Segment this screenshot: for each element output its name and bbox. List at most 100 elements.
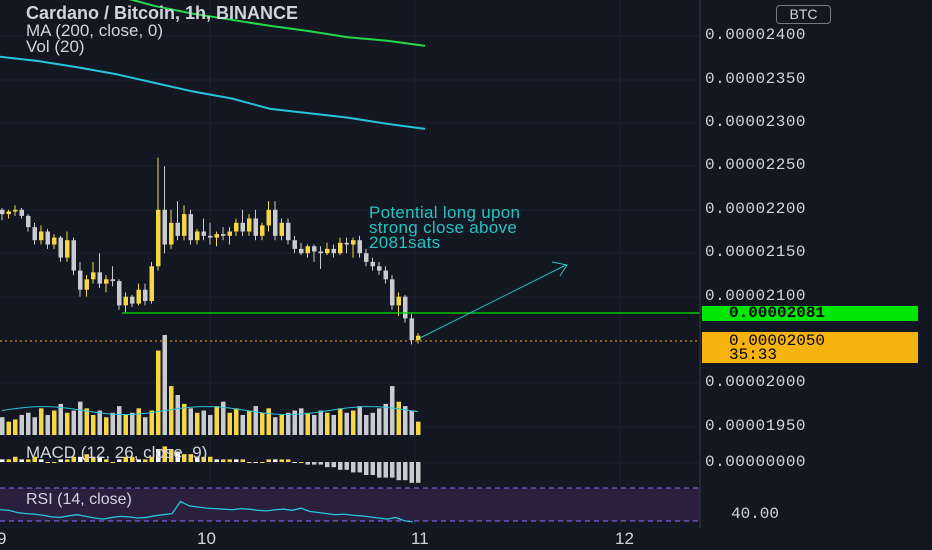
macd-bar	[143, 459, 148, 462]
volume-bar	[110, 412, 115, 435]
macd-bar	[266, 459, 271, 462]
volume-bar	[78, 401, 83, 435]
annotation-line-2: strong close above	[369, 218, 518, 237]
volume-bar	[169, 386, 174, 435]
candle-body	[71, 240, 76, 271]
macd-bar	[65, 459, 70, 462]
candle-body	[253, 218, 258, 236]
macd-bar	[188, 454, 193, 462]
macd-bar	[26, 459, 31, 462]
macd-bar	[130, 456, 135, 462]
macd-bar	[45, 462, 50, 463]
candle-body	[110, 279, 115, 282]
volume-bar	[32, 417, 37, 435]
macd-bar	[110, 462, 115, 463]
macd-bar	[292, 462, 297, 463]
volume-bar	[292, 410, 297, 435]
volume-bar	[201, 410, 206, 435]
candle-body	[351, 240, 356, 245]
candle-body	[286, 222, 291, 241]
macd-bar	[97, 456, 102, 462]
rsi-line	[0, 500, 413, 523]
candle-body	[383, 270, 388, 280]
annotation-line-1: Potential long upon	[369, 203, 521, 222]
time-tick-label: 11	[411, 529, 429, 548]
candle-body	[123, 296, 128, 306]
currency-button[interactable]: BTC	[776, 5, 831, 24]
candle-body	[227, 231, 232, 236]
candle-body	[364, 253, 369, 262]
volume-bar	[344, 412, 349, 435]
macd-bar	[13, 456, 18, 462]
candle-body	[32, 227, 37, 241]
macd-bar	[364, 462, 369, 475]
trade-annotation[interactable]: Potential long upon strong close above 2…	[369, 203, 521, 251]
volume-bar	[396, 401, 401, 435]
volume-bar	[162, 335, 167, 435]
candle-body	[292, 240, 297, 249]
price-tick-label: 0.00002250	[705, 156, 807, 174]
candle-body	[13, 209, 18, 212]
candle-body	[130, 296, 135, 304]
volume-bar	[26, 412, 31, 435]
candle-body	[396, 296, 401, 306]
candle-body	[162, 209, 167, 245]
candle-body	[58, 237, 63, 258]
volume-bar	[266, 408, 271, 435]
price-tick-label: 0.00002150	[705, 243, 807, 261]
volume-bar	[364, 415, 369, 435]
candle-body	[377, 266, 382, 271]
macd-bar	[377, 462, 382, 478]
ma-legend[interactable]: MA (200, close, 0)	[26, 21, 164, 40]
candle-body	[201, 231, 206, 236]
candle-body	[416, 335, 421, 341]
rsi-legend[interactable]: RSI (14, close)	[26, 491, 132, 508]
candle-body	[143, 289, 148, 302]
volume-bar	[39, 408, 44, 435]
macd-bar	[39, 459, 44, 462]
candle-body	[52, 237, 57, 245]
macd-bar	[169, 449, 174, 462]
volume-bar	[104, 417, 109, 435]
candle-body	[247, 218, 252, 232]
volume-bar	[58, 403, 63, 435]
volume-bar	[91, 415, 96, 435]
ma-cyan-line	[0, 55, 426, 130]
volume-bar	[188, 408, 193, 435]
macd-legend[interactable]: MACD (12, 26, close, 9)	[26, 443, 208, 462]
volume-ma-line	[1, 406, 419, 416]
volume-bar	[234, 408, 239, 435]
candle-body	[331, 248, 336, 254]
current-price-value: 0.00002050	[729, 332, 826, 350]
volume-bar	[299, 408, 304, 435]
volume-legend[interactable]: Vol (20)	[26, 37, 85, 56]
candle-body	[97, 272, 102, 284]
candle-body	[260, 225, 265, 236]
volume-bar	[221, 401, 226, 435]
candle-body	[91, 272, 96, 280]
volume-bars	[0, 335, 421, 435]
macd-bar	[234, 459, 239, 462]
candle-body	[188, 214, 193, 241]
macd-bar	[383, 462, 388, 478]
macd-bar	[0, 459, 5, 462]
candle-body	[221, 234, 226, 236]
candle-body	[6, 211, 11, 215]
macd-bar	[84, 454, 89, 462]
macd-bar	[195, 456, 200, 462]
price-tick-label: 0.00002350	[705, 70, 807, 88]
volume-bar	[338, 408, 343, 435]
volume-bar	[84, 408, 89, 435]
macd-bar	[240, 459, 245, 462]
candle-body	[318, 251, 323, 254]
macd-bar	[52, 462, 57, 463]
candle-body	[117, 281, 122, 306]
volume-bar	[136, 408, 141, 435]
macd-bar	[175, 451, 180, 462]
candle-body	[104, 279, 109, 284]
macd-bar	[149, 456, 154, 462]
macd-bar	[156, 449, 161, 462]
volume-bar	[195, 412, 200, 435]
candle-body	[84, 279, 89, 290]
